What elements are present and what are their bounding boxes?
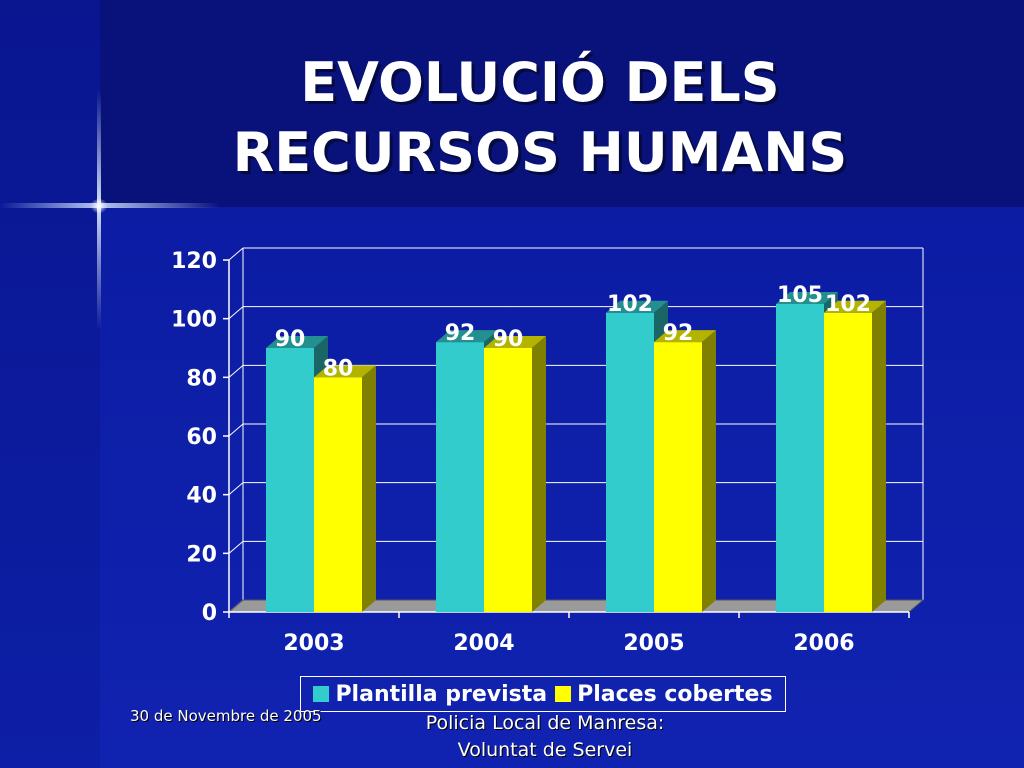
bar <box>654 342 702 612</box>
legend-item-series2: Places cobertes <box>555 681 773 707</box>
bar <box>266 348 314 612</box>
footer-org-line2: Voluntat de Servei <box>457 739 633 761</box>
data-label: 102 <box>607 292 653 317</box>
footer-date: 30 de Novembre de 2005 <box>130 707 322 725</box>
y-tick-label: 20 <box>186 542 217 567</box>
bar <box>436 342 484 612</box>
footer-organization: Policia Local de Manresa: Voluntat de Se… <box>380 710 710 764</box>
bar-top <box>436 330 498 343</box>
x-tick-label: 2005 <box>623 631 684 656</box>
sparkle-decoration-horizontal <box>0 203 220 208</box>
slide-title: EVOLUCIÓ DELS RECURSOS HUMANS <box>140 48 940 188</box>
bar-side <box>702 330 716 612</box>
bar-top <box>484 336 546 348</box>
legend-label-series1: Plantilla prevista <box>335 681 548 707</box>
bar-top <box>266 336 328 348</box>
slide-title-line2: RECURSOS HUMANS <box>232 121 848 184</box>
data-label: 90 <box>493 327 524 352</box>
y-tick-label: 100 <box>171 308 217 333</box>
title-band <box>0 0 1024 207</box>
gridline-side <box>228 482 244 496</box>
data-label: 102 <box>825 292 871 317</box>
slide-title-line1: EVOLUCIÓ DELS <box>300 51 780 114</box>
bar <box>484 348 532 612</box>
bar <box>314 377 362 612</box>
legend-item-series1: Plantilla prevista <box>313 682 547 707</box>
bar-top <box>824 300 886 313</box>
data-label: 92 <box>445 321 476 346</box>
left-band <box>0 0 100 768</box>
gridline-side <box>228 247 244 261</box>
sparkle-core <box>91 199 107 213</box>
bar <box>824 312 872 612</box>
bar-side <box>362 365 376 612</box>
y-tick-label: 80 <box>186 366 217 391</box>
data-label: 80 <box>323 356 354 381</box>
legend-swatch-series1 <box>313 686 330 702</box>
x-tick-label: 2006 <box>793 631 854 656</box>
y-tick-label: 120 <box>171 249 217 274</box>
y-tick-label: 40 <box>186 484 217 509</box>
data-label: 105 <box>777 283 823 308</box>
bar-top <box>654 330 716 343</box>
gridline-side <box>228 423 244 437</box>
gridline-side <box>228 364 244 378</box>
x-tick-label: 2004 <box>453 631 514 656</box>
bar <box>606 312 654 612</box>
bar-side <box>872 300 886 612</box>
legend-swatch-series2 <box>555 686 572 702</box>
bar-top <box>606 300 668 313</box>
gridline-side <box>228 306 244 320</box>
data-label: 90 <box>275 327 306 352</box>
legend-label-series2: Places cobertes <box>577 681 773 707</box>
data-label: 92 <box>663 321 694 346</box>
chart-legend: Plantilla prevista Places cobertes <box>300 676 786 712</box>
bar-top <box>314 365 376 378</box>
y-tick-label: 0 <box>202 601 217 626</box>
footer-org-line1: Policia Local de Manresa: <box>425 712 665 734</box>
bar-top <box>776 292 838 304</box>
y-tick-label: 60 <box>186 425 217 450</box>
x-tick-label: 2003 <box>283 631 344 656</box>
gridline-side <box>228 540 244 554</box>
bar-side <box>532 336 546 612</box>
bar <box>776 304 824 612</box>
